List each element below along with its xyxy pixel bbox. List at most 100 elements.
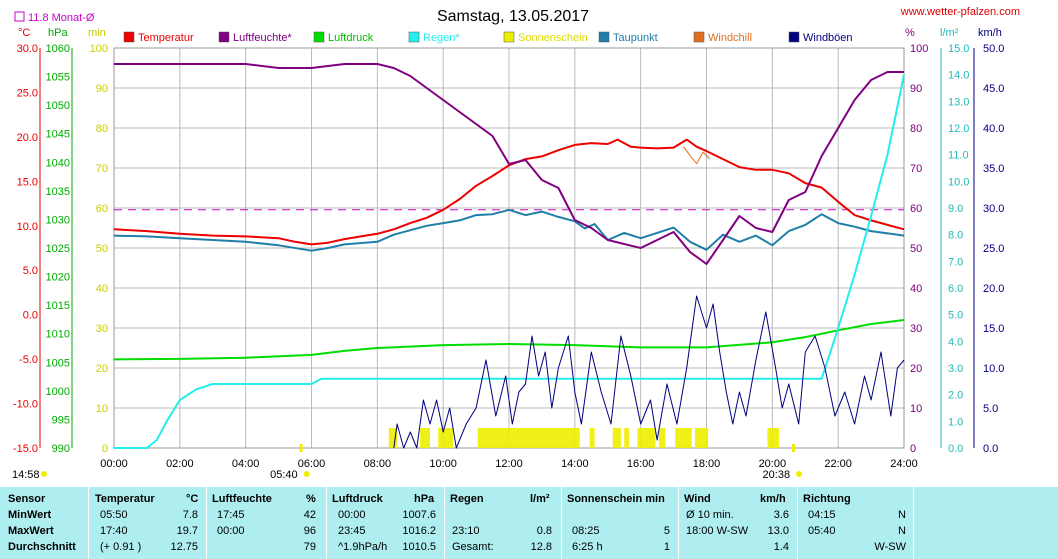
legend-swatch	[598, 31, 610, 43]
y-tick-label-rain: 6.0	[948, 283, 963, 295]
y-tick-label-rain: 10.0	[948, 176, 969, 188]
stats-cell-label: Durchschnitt	[8, 541, 76, 553]
y-tick-label-pressure: 1040	[46, 157, 70, 169]
y-tick-label-temperature: 15.0	[17, 176, 38, 188]
y-tick-label-minutes: 90	[96, 83, 108, 95]
y-tick-label-pressure: 1005	[46, 357, 70, 369]
sunshine-bar	[767, 428, 779, 448]
stats-cell-press-val: 1016.2	[402, 525, 436, 537]
y-tick-label-minutes: 100	[90, 43, 108, 55]
stats-cell-rain-time: Gesamt:	[452, 541, 494, 553]
stats-header-sun: Sonnenschein min	[567, 493, 665, 505]
grid	[113, 47, 905, 449]
stats-cell-dir-val: W-SW	[874, 541, 906, 553]
stats-cell-dir-val: N	[898, 525, 906, 537]
y-tick-label-pressure: 995	[52, 414, 70, 426]
legend-swatch	[408, 31, 420, 43]
stats-cell-press-time: 00:00	[338, 509, 366, 521]
stats-cell-sun-time: 08:25	[572, 525, 600, 537]
stats-header-direction: Richtung	[803, 493, 851, 505]
y-tick-label-minutes: 30	[96, 323, 108, 335]
y-tick-label-pressure: 1030	[46, 214, 70, 226]
sunshine-bar	[658, 428, 666, 448]
legend-swatch	[123, 31, 135, 43]
stats-header-humidity-unit: %	[306, 493, 316, 505]
stats-cell-temp-val: 7.8	[182, 509, 198, 521]
stats-cell-hum-val: 79	[303, 541, 316, 553]
stats-header-humidity: Luftfeuchte	[212, 493, 272, 505]
x-tick-label: 02:00	[166, 458, 194, 470]
stats-header-wind: Wind	[684, 493, 711, 505]
y-tick-label-wind: 5.0	[983, 403, 998, 415]
y-tick-label-rain: 15.0	[948, 43, 969, 55]
stats-cell-hum-val: 96	[303, 525, 316, 537]
x-tick-label: 06:00	[298, 458, 326, 470]
stats-separator	[326, 487, 327, 559]
website-label: www.wetter-pfalzen.com	[900, 6, 1020, 18]
stats-cell-sun-val: 5	[663, 525, 670, 537]
sunshine-bar	[420, 428, 430, 448]
stats-cell-hum-time: 00:00	[217, 525, 245, 537]
rain-unit: l/m²	[940, 27, 959, 39]
x-tick-label: 22:00	[824, 458, 852, 470]
stats-header-pressure-unit: hPa	[414, 493, 435, 505]
stats-header-rain-unit: l/m²	[530, 493, 550, 505]
humidity-unit: %	[905, 27, 915, 39]
x-tick-label: 12:00	[495, 458, 523, 470]
stats-cell-temp-time: 17:40	[100, 525, 128, 537]
y-tick-label-minutes: 0	[102, 443, 108, 455]
legend-swatch	[788, 31, 800, 43]
weather-chart: Samstag, 13.05.2017 www.wetter-pfalzen.c…	[12, 6, 1020, 481]
stats-cell-temp-val: 12.75	[170, 541, 198, 553]
y-tick-label-temperature: -15.0	[13, 443, 38, 455]
stats-header-sensor: Sensor	[8, 493, 46, 505]
y-tick-label-rain: 1.0	[948, 416, 963, 428]
y-tick-label-wind: 10.0	[983, 363, 1004, 375]
stats-cell-dir-val: N	[898, 509, 906, 521]
stats-cell-label: MaxWert	[8, 525, 54, 537]
y-tick-label-minutes: 20	[96, 363, 108, 375]
stats-separator	[913, 487, 914, 559]
y-tick-label-rain: 0.0	[948, 443, 963, 455]
wind-unit: km/h	[978, 27, 1002, 39]
stats-header-temperature-unit: °C	[186, 493, 199, 505]
legend-label: Luftdruck	[328, 32, 374, 44]
stats-table	[0, 487, 1058, 559]
stats-header-temperature: Temperatur	[95, 493, 155, 505]
y-tick-label-rain: 8.0	[948, 230, 963, 242]
x-tick-label: 18:00	[693, 458, 721, 470]
axis-units: °C hPa min % l/m² km/h	[18, 27, 1002, 39]
legend-label: Windböen	[803, 32, 853, 44]
stats-cell-wind-time: Ø 10 min.	[686, 509, 734, 521]
series-luftdruck	[113, 319, 905, 361]
y-tick-label-temperature: -5.0	[19, 354, 38, 366]
stats-cell-rain-val: 0.8	[536, 525, 552, 537]
sunshine-bar	[477, 428, 580, 448]
stats-header-pressure: Luftdruck	[332, 493, 383, 505]
y-tick-label-pressure: 1055	[46, 72, 70, 84]
y-tick-label-minutes: 80	[96, 123, 108, 135]
stats-cell-temp-time: (+ 0.91 )	[100, 541, 142, 553]
month-avg-marker-icon	[14, 11, 25, 22]
stats-cell-sun-time: 6:25 h	[572, 541, 603, 553]
x-tick-label: 16:00	[627, 458, 655, 470]
y-tick-label-humidity: 70	[910, 163, 922, 175]
sunshine-bar	[675, 428, 692, 448]
y-tick-label-rain: 5.0	[948, 310, 963, 322]
temp-unit: °C	[18, 27, 30, 39]
stats-separator	[678, 487, 679, 559]
y-tick-label-wind: 20.0	[983, 283, 1004, 295]
y-tick-label-pressure: 1015	[46, 300, 70, 312]
stats-cell-wind-val: 1.4	[773, 541, 789, 553]
stats-cell-wind-val: 13.0	[767, 525, 789, 537]
stats-separator	[206, 487, 207, 559]
sun-marker-icon	[41, 471, 47, 477]
x-tick-label: 10:00	[429, 458, 457, 470]
stats-cell-press-val: 1007.6	[402, 509, 436, 521]
stats-cell-dir-time: 04:15	[808, 509, 836, 521]
legend-label: Taupunkt	[613, 32, 658, 44]
series-windchill	[683, 146, 711, 165]
y-tick-label-pressure: 1000	[46, 386, 70, 398]
y-tick-label-pressure: 1020	[46, 272, 70, 284]
series-temperatur	[113, 138, 905, 246]
